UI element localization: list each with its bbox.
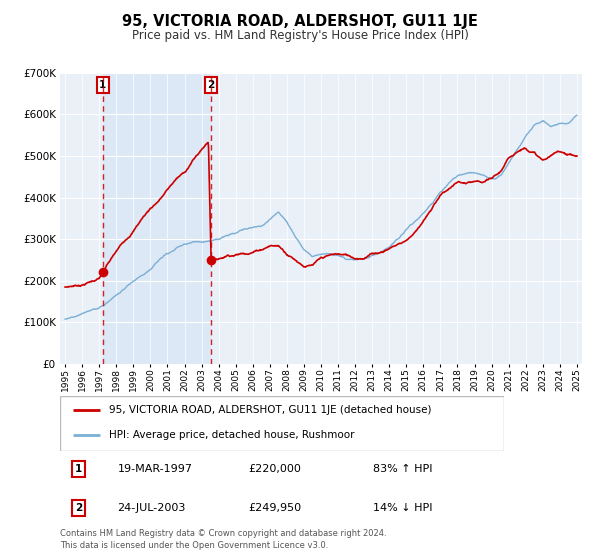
- Text: 95, VICTORIA ROAD, ALDERSHOT, GU11 1JE: 95, VICTORIA ROAD, ALDERSHOT, GU11 1JE: [122, 14, 478, 29]
- Text: 2: 2: [74, 503, 82, 513]
- Text: 1: 1: [99, 80, 106, 90]
- Text: 2: 2: [208, 80, 215, 90]
- Text: £220,000: £220,000: [248, 464, 301, 474]
- Text: 1: 1: [74, 464, 82, 474]
- Text: 83% ↑ HPI: 83% ↑ HPI: [373, 464, 433, 474]
- Text: HPI: Average price, detached house, Rushmoor: HPI: Average price, detached house, Rush…: [109, 431, 355, 440]
- Text: Contains HM Land Registry data © Crown copyright and database right 2024.
This d: Contains HM Land Registry data © Crown c…: [60, 529, 386, 550]
- Text: £249,950: £249,950: [248, 503, 301, 513]
- Text: 19-MAR-1997: 19-MAR-1997: [118, 464, 193, 474]
- Bar: [103, 73, 211, 364]
- Text: 24-JUL-2003: 24-JUL-2003: [118, 503, 186, 513]
- Text: Price paid vs. HM Land Registry's House Price Index (HPI): Price paid vs. HM Land Registry's House …: [131, 29, 469, 42]
- Text: 14% ↓ HPI: 14% ↓ HPI: [373, 503, 433, 513]
- Text: 95, VICTORIA ROAD, ALDERSHOT, GU11 1JE (detached house): 95, VICTORIA ROAD, ALDERSHOT, GU11 1JE (…: [109, 405, 431, 414]
